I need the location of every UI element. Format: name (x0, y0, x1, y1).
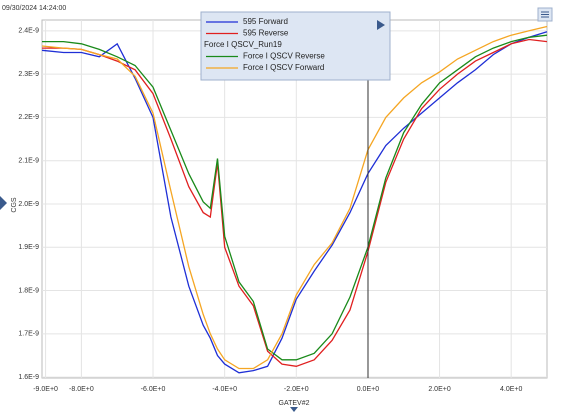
series-line (42, 38, 548, 367)
y-tick-label: 2.3E-9 (18, 71, 39, 78)
legend-subtitle: Force I QSCV_Run19 (204, 40, 282, 49)
x-tick-label: 4.0E+0 (500, 386, 522, 393)
series-line (41, 25, 548, 370)
lines (41, 25, 548, 374)
legend-label: Force I QSCV Reverse (243, 52, 325, 61)
x-tick-label: -2.0E+0 (284, 386, 309, 393)
y-tick-label: 1.8E-9 (18, 287, 39, 294)
x-tick-label: 0.0E+0 (357, 386, 379, 393)
x-tick-label: -6.0E+0 (141, 386, 166, 393)
x-tick-label: -9.0E+0 (33, 386, 58, 393)
y-tick-label: 2.2E-9 (18, 114, 39, 121)
axis-marker[interactable] (290, 407, 298, 412)
y-tick-label: 1.7E-9 (18, 331, 39, 338)
series-line (41, 31, 548, 374)
x-tick-label: -4.0E+0 (212, 386, 237, 393)
menu-icon (541, 11, 549, 18)
legend-toggle[interactable] (377, 20, 385, 30)
y-axis-label: CGS (11, 197, 18, 213)
legend-label: 595 Reverse (243, 29, 289, 38)
x-tick-label: 2.0E+0 (428, 386, 450, 393)
legend-label: Force I QSCV Forward (243, 63, 324, 72)
legend: 595 Forward 595 Reverse Force I QSCV_Run19… (204, 17, 325, 72)
legend-label: 595 Forward (243, 17, 288, 26)
y-tick-label: 2.1E-9 (18, 158, 39, 165)
y-tick-label: 1.6E-9 (18, 374, 39, 381)
x-axis-label: GATEV#2 (279, 400, 310, 407)
timestamp: 09/30/2024 14:24:00 (2, 5, 66, 12)
y-tick-label: 2.4E-9 (18, 28, 39, 35)
x-tick-label: -8.0E+0 (69, 386, 94, 393)
y-tick-label: 1.9E-9 (18, 244, 39, 251)
axis-marker[interactable] (0, 196, 7, 210)
series-line (42, 34, 548, 361)
y-tick-label: 2.0E-9 (18, 201, 39, 208)
legend-box (200, 11, 391, 81)
